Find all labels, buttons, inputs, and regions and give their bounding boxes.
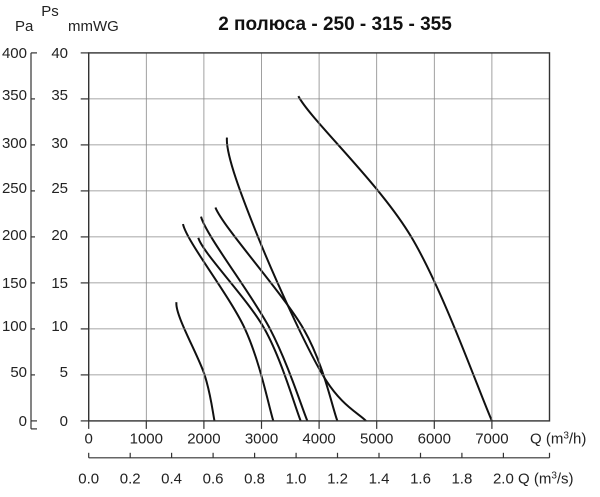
- svg-text:0: 0: [85, 431, 93, 448]
- svg-text:0.6: 0.6: [203, 470, 224, 487]
- svg-text:3000: 3000: [245, 431, 278, 448]
- svg-text:2 полюса - 250 - 315 - 355: 2 полюса - 250 - 315 - 355: [218, 14, 452, 35]
- svg-text:7000: 7000: [475, 431, 508, 448]
- svg-text:0.4: 0.4: [161, 470, 182, 487]
- svg-text:1.0: 1.0: [286, 470, 307, 487]
- svg-text:400: 400: [2, 45, 27, 62]
- svg-text:Pa: Pa: [15, 18, 34, 35]
- svg-text:1.6: 1.6: [410, 470, 431, 487]
- svg-text:350: 350: [2, 87, 27, 104]
- svg-text:150: 150: [2, 275, 27, 292]
- svg-text:Ps: Ps: [41, 3, 59, 20]
- svg-text:0: 0: [19, 413, 27, 430]
- svg-text:0.8: 0.8: [244, 470, 265, 487]
- svg-text:2.0: 2.0: [493, 470, 514, 487]
- svg-text:1000: 1000: [130, 431, 163, 448]
- svg-text:40: 40: [51, 45, 68, 62]
- svg-text:25: 25: [51, 180, 68, 197]
- svg-text:300: 300: [2, 135, 27, 152]
- svg-text:0: 0: [60, 413, 68, 430]
- svg-text:0.0: 0.0: [78, 470, 99, 487]
- svg-text:1.2: 1.2: [327, 470, 348, 487]
- svg-text:20: 20: [51, 227, 68, 244]
- svg-text:10: 10: [51, 318, 68, 335]
- svg-text:1.8: 1.8: [451, 470, 472, 487]
- svg-text:50: 50: [10, 364, 27, 381]
- svg-text:Q (m3/s): Q (m3/s): [518, 470, 574, 488]
- svg-text:35: 35: [51, 87, 68, 104]
- svg-text:4000: 4000: [302, 431, 335, 448]
- svg-text:2000: 2000: [187, 431, 220, 448]
- svg-text:5: 5: [60, 364, 68, 381]
- svg-text:5000: 5000: [360, 431, 393, 448]
- svg-text:200: 200: [2, 227, 27, 244]
- svg-text:250: 250: [2, 180, 27, 197]
- svg-text:mmWG: mmWG: [68, 18, 119, 35]
- svg-text:15: 15: [51, 275, 68, 292]
- svg-text:0.2: 0.2: [120, 470, 141, 487]
- svg-text:1.4: 1.4: [369, 470, 390, 487]
- svg-text:Q (m3/h): Q (m3/h): [530, 430, 586, 448]
- svg-text:30: 30: [51, 135, 68, 152]
- svg-text:6000: 6000: [418, 431, 451, 448]
- svg-text:100: 100: [2, 318, 27, 335]
